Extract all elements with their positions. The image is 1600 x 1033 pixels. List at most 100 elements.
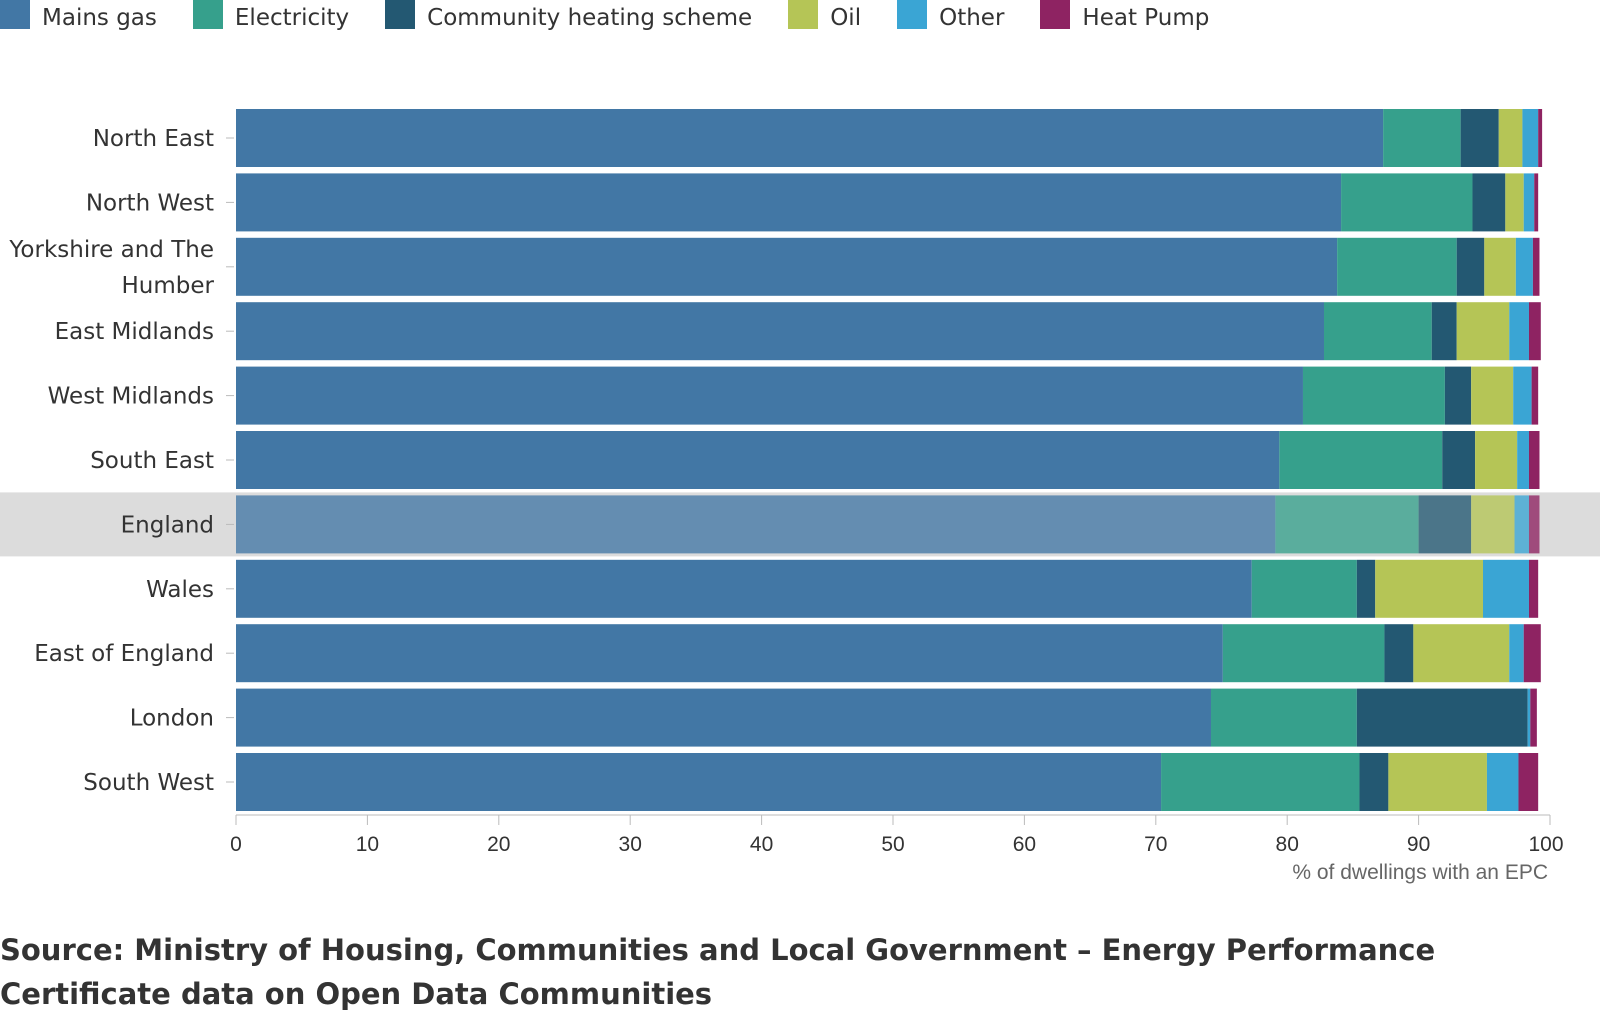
x-tick-label: 30 <box>619 833 642 856</box>
category-label-england: England <box>121 512 214 538</box>
bar-east-midlands-community-heating-scheme <box>1431 302 1457 361</box>
chart-legend: Mains gas Electricity Community heating sc… <box>0 0 1245 36</box>
bar-east-of-england-oil <box>1413 624 1510 683</box>
bar-wales-electricity <box>1251 559 1357 618</box>
legend-swatch <box>1040 0 1071 29</box>
legend-swatch <box>192 0 223 29</box>
legend-label: Mains gas <box>42 5 157 31</box>
bar-wales-oil <box>1375 559 1483 618</box>
bar-england-heat-pump <box>1528 495 1540 554</box>
legend-item-other: Other <box>897 0 1005 31</box>
bar-south-west-oil <box>1388 753 1487 811</box>
bar-yorkshire-and-the-humber-other <box>1515 237 1533 296</box>
bar-group-yorkshire-and-the-humber <box>236 237 1540 296</box>
legend-label: Other <box>939 5 1005 31</box>
category-label-north-west: North West <box>86 190 214 216</box>
legend-label: Oil <box>830 5 862 31</box>
bar-north-east-oil <box>1498 109 1523 167</box>
bar-east-midlands-mains-gas <box>236 302 1324 361</box>
bar-north-east-other <box>1522 109 1539 167</box>
bar-east-of-england-community-heating-scheme <box>1384 624 1414 683</box>
x-tick-label: 50 <box>881 833 904 856</box>
category-label-yorkshire-and-the-humber: Yorkshire and The Humber <box>8 237 214 299</box>
x-tick-label: 20 <box>487 833 510 856</box>
legend-item-mains-gas: Mains gas <box>0 0 157 31</box>
bar-north-east-heat-pump <box>1538 109 1543 167</box>
legend-item-oil: Oil <box>788 0 862 31</box>
bar-west-midlands-other <box>1513 366 1532 425</box>
bar-east-midlands-oil <box>1456 302 1510 361</box>
category-label-wales: Wales <box>146 577 214 603</box>
x-tick-label: 60 <box>1013 833 1036 856</box>
bar-south-west-heat-pump <box>1518 753 1539 811</box>
bar-group-england <box>236 495 1540 554</box>
bar-north-east-community-heating-scheme <box>1460 109 1499 167</box>
bar-north-west-heat-pump <box>1534 173 1539 232</box>
x-tick-label: 90 <box>1407 833 1430 856</box>
legend-item-heat-pump: Heat Pump <box>1040 0 1210 31</box>
legend-item-electricity: Electricity <box>192 0 350 31</box>
bar-east-of-england-heat-pump <box>1523 624 1541 683</box>
bar-yorkshire-and-the-humber-mains-gas <box>236 237 1338 296</box>
bar-south-east-mains-gas <box>236 431 1280 489</box>
category-label-east-of-england: East of England <box>34 641 214 667</box>
bar-east-of-england-other <box>1509 624 1524 683</box>
category-label-london: London <box>130 706 214 732</box>
bar-group-south-west <box>236 753 1539 811</box>
bar-group-east-of-england <box>236 624 1541 683</box>
bar-north-west-oil <box>1505 173 1524 232</box>
bar-yorkshire-and-the-humber-electricity <box>1337 237 1457 296</box>
bar-south-east-community-heating-scheme <box>1442 431 1476 489</box>
legend-item-community-heating-scheme: Community heating scheme <box>385 0 753 31</box>
legend-swatch <box>897 0 928 29</box>
bar-wales-other <box>1482 559 1529 618</box>
legend-label: Electricity <box>234 5 350 31</box>
legend-swatch <box>0 0 30 29</box>
source-note: Source: Ministry of Housing, Communities… <box>0 933 1436 1011</box>
x-tick-label: 100 <box>1528 833 1563 856</box>
bar-south-east-other <box>1517 431 1529 489</box>
bar-north-west-community-heating-scheme <box>1472 173 1506 232</box>
category-label-south-east: South East <box>90 448 214 474</box>
bar-west-midlands-mains-gas <box>236 366 1303 425</box>
bar-london-mains-gas <box>236 688 1211 747</box>
bar-group-east-midlands <box>236 302 1541 361</box>
bar-wales-mains-gas <box>236 559 1252 618</box>
bar-north-west-electricity <box>1341 173 1473 232</box>
x-tick-label: 70 <box>1144 833 1167 856</box>
bar-england-mains-gas <box>236 495 1276 554</box>
bar-group-south-east <box>236 431 1540 489</box>
x-tick-label: 0 <box>230 833 242 856</box>
bar-north-east-mains-gas <box>236 109 1384 167</box>
bar-group-north-west <box>236 173 1539 232</box>
category-label-south-west: South West <box>83 770 214 796</box>
bar-london-electricity <box>1210 688 1357 747</box>
bar-south-west-community-heating-scheme <box>1359 753 1389 811</box>
bar-south-east-oil <box>1475 431 1518 489</box>
bar-england-community-heating-scheme <box>1418 495 1472 554</box>
bar-london-heat-pump <box>1530 688 1537 747</box>
bar-group-wales <box>236 559 1539 618</box>
bar-south-east-electricity <box>1279 431 1443 489</box>
bar-england-electricity <box>1275 495 1419 554</box>
bar-north-east-electricity <box>1383 109 1461 167</box>
bar-west-midlands-heat-pump <box>1531 366 1539 425</box>
legend-label: Heat Pump <box>1082 5 1210 31</box>
bar-london-other <box>1527 688 1531 747</box>
bar-north-west-mains-gas <box>236 173 1342 232</box>
bar-north-west-other <box>1523 173 1535 232</box>
category-label-north-east: North East <box>93 126 214 152</box>
legend-label: Community heating scheme <box>427 5 753 31</box>
bar-east-midlands-electricity <box>1323 302 1432 361</box>
bar-group-west-midlands <box>236 366 1539 425</box>
x-tick-label: 40 <box>750 833 773 856</box>
legend-swatch <box>385 0 416 29</box>
x-tick-label: 10 <box>356 833 379 856</box>
bar-england-other <box>1514 495 1529 554</box>
bar-group-london <box>236 688 1537 747</box>
bar-wales-heat-pump <box>1528 559 1539 618</box>
category-label-west-midlands: West Midlands <box>48 384 214 410</box>
bar-east-midlands-heat-pump <box>1528 302 1541 361</box>
bar-south-west-mains-gas <box>236 753 1162 811</box>
bar-west-midlands-community-heating-scheme <box>1444 366 1472 425</box>
